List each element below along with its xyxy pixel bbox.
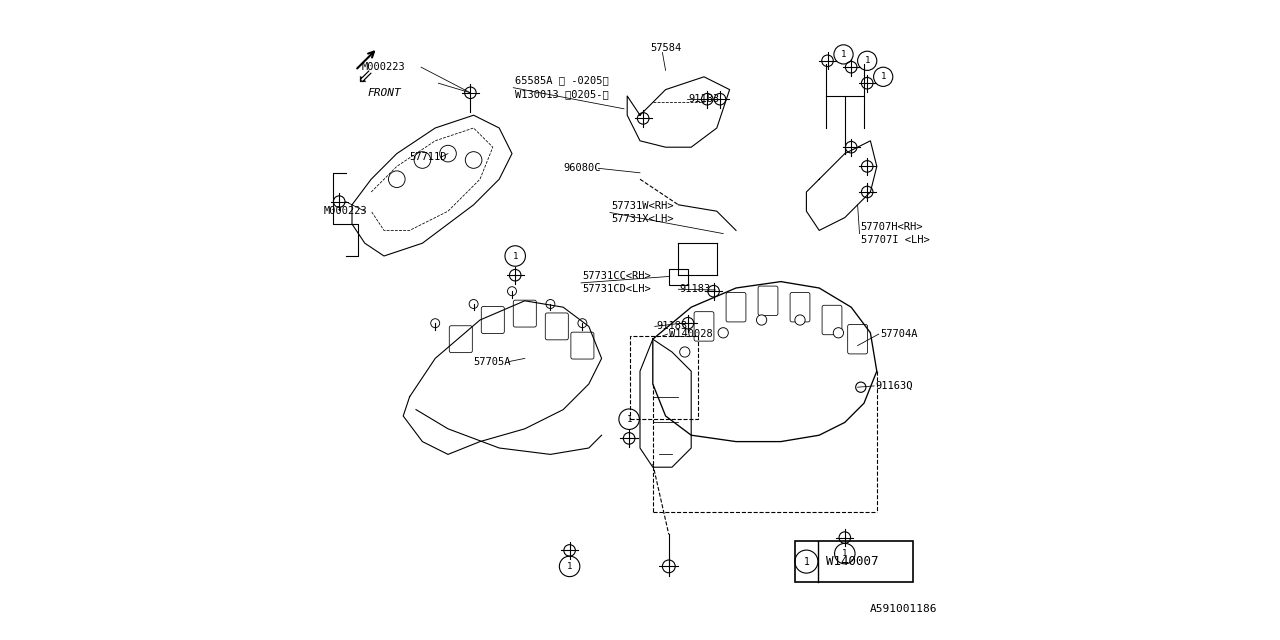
- Text: ⇐: ⇐: [352, 64, 378, 90]
- Text: 91183: 91183: [680, 284, 710, 294]
- Text: M000223: M000223: [362, 62, 406, 72]
- Text: 1: 1: [626, 415, 632, 424]
- Circle shape: [579, 319, 586, 328]
- Circle shape: [507, 287, 517, 296]
- Text: 57731X<LH>: 57731X<LH>: [612, 214, 673, 224]
- Circle shape: [468, 300, 479, 308]
- Text: 1: 1: [864, 56, 870, 65]
- Text: 91163Q: 91163Q: [876, 381, 913, 391]
- Circle shape: [718, 328, 728, 338]
- Text: 96080C: 96080C: [563, 163, 600, 173]
- Bar: [795, 541, 914, 582]
- Text: 57731W<RH>: 57731W<RH>: [612, 201, 673, 211]
- Text: 57731CC<RH>: 57731CC<RH>: [582, 271, 652, 282]
- Circle shape: [795, 315, 805, 325]
- Bar: [668, 269, 689, 285]
- Circle shape: [680, 347, 690, 357]
- Circle shape: [855, 382, 867, 392]
- Text: 91183: 91183: [689, 94, 719, 104]
- Text: 57705A: 57705A: [474, 356, 511, 367]
- Bar: [630, 336, 698, 419]
- Circle shape: [545, 300, 556, 308]
- Text: 91183: 91183: [657, 321, 687, 332]
- Text: 57711D: 57711D: [410, 152, 447, 162]
- Text: 1: 1: [841, 50, 846, 59]
- Text: 1: 1: [881, 72, 886, 81]
- Text: W140007: W140007: [826, 555, 878, 568]
- Text: W130013 （0205-）: W130013 （0205-）: [516, 89, 609, 99]
- Text: 57584: 57584: [650, 43, 681, 53]
- Text: 57704A: 57704A: [881, 329, 918, 339]
- Text: 57707H<RH>: 57707H<RH>: [860, 222, 923, 232]
- Text: 1: 1: [567, 562, 572, 571]
- Circle shape: [833, 328, 844, 338]
- Text: 1: 1: [842, 549, 847, 558]
- Circle shape: [430, 319, 440, 328]
- Text: 65585A （ -0205）: 65585A （ -0205）: [516, 75, 609, 85]
- Text: 57707I <LH>: 57707I <LH>: [860, 235, 929, 245]
- Text: M000223: M000223: [323, 206, 367, 216]
- Text: FRONT: FRONT: [369, 88, 402, 98]
- Text: 1: 1: [804, 557, 809, 566]
- Text: A591001186: A591001186: [870, 604, 937, 614]
- Text: 57731CD<LH>: 57731CD<LH>: [582, 284, 652, 294]
- Text: 1: 1: [512, 252, 518, 260]
- Text: W140028: W140028: [668, 329, 713, 339]
- Circle shape: [756, 315, 767, 325]
